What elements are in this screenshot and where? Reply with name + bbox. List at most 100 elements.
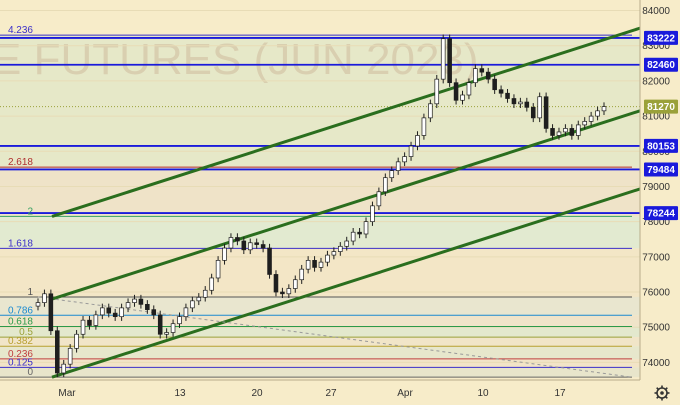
price-tag-label: 81270 [647,102,675,113]
candle [524,97,530,112]
candle-body [575,124,581,136]
y-tick-label[interactable]: 79000 [642,182,670,193]
x-tick-label[interactable]: 10 [477,388,489,399]
candle-body [543,96,549,129]
candle [537,92,542,123]
candle [100,303,105,320]
candle [453,78,459,105]
candle-body [145,304,150,310]
gear-icon[interactable] [654,385,670,401]
y-tick-label[interactable]: 82000 [642,76,670,87]
candle [93,310,99,330]
candle-body [215,260,221,279]
candle [428,99,433,123]
candle-body [222,247,227,261]
x-tick-label[interactable]: 17 [554,388,566,399]
candle-body [569,128,575,136]
y-tick-label[interactable]: 74000 [642,358,670,369]
candle [395,157,401,175]
candle [119,303,124,321]
candle [408,141,414,161]
candle [460,90,465,105]
candle-body [80,319,86,335]
candle [338,242,343,256]
channel-line [51,186,643,379]
candle-body [344,240,350,247]
candle-body [408,145,414,157]
candle-body [35,302,41,307]
candle [575,120,581,140]
x-tick-label[interactable]: 27 [325,388,337,399]
candle-body [338,245,343,252]
fib-label: 0.125 [8,357,33,368]
fib-diagonal [37,296,633,378]
candle [286,284,292,299]
y-tick-label[interactable]: 77000 [642,252,670,263]
candle [350,228,356,246]
candle [543,92,549,133]
candle-body [202,289,208,298]
candle [61,359,67,378]
y-tick-label[interactable]: 76000 [642,288,670,299]
candle-body [518,101,523,105]
candle-body [196,296,202,302]
chart-watermark: E FUTURES (JUN 2023) [0,35,479,84]
candle-body [228,237,234,249]
candle [434,74,440,109]
candle [447,34,452,87]
candle [151,305,157,320]
candle [473,64,478,87]
fib-label: 0.5 [19,327,33,338]
candle-body [157,314,163,335]
candle-body [395,161,401,171]
price-tag-bg [644,57,678,72]
candle [74,330,79,353]
candle-body [402,156,407,163]
candle-body [511,98,517,105]
y-tick-label[interactable]: 78000 [642,217,670,228]
candle-body [299,268,304,281]
candle [550,124,555,140]
x-tick-label[interactable]: 13 [174,388,186,399]
candle [35,298,41,311]
candle-body [318,261,324,268]
x-tick-label[interactable]: 20 [251,388,263,399]
candle-body [588,115,594,122]
candle [312,256,317,272]
candle [305,256,311,274]
candle [344,236,350,251]
candle [228,233,234,253]
level-lines [0,34,640,378]
candle [466,78,472,100]
candle-body [524,101,530,108]
candle-body [473,68,478,84]
candle-body [61,363,67,374]
x-tick-label[interactable]: Mar [58,388,76,399]
candle [511,94,517,109]
candle-body [170,323,176,333]
candle-body [273,274,279,293]
candle [492,74,497,94]
candle [67,344,73,369]
y-tick-label[interactable]: 81000 [642,112,670,123]
candle [235,233,240,246]
x-axis-panel [0,380,680,405]
fib-label: 2 [27,206,33,217]
y-tick-label[interactable]: 75000 [642,323,670,334]
candle [518,97,523,109]
candle-body [421,117,427,136]
candle-body [331,251,337,256]
candle-body [305,260,311,270]
candle-body [177,316,182,325]
candle [42,289,47,307]
candle-body [119,307,124,318]
candle-body [74,333,79,349]
x-axis-ticks[interactable]: Mar 13 20 27 Apr 10 17 [58,388,566,399]
y-tick-label[interactable]: 84000 [642,6,670,17]
candle-body [357,231,362,235]
candle [389,166,395,182]
candle [363,217,369,239]
x-tick-label[interactable]: Apr [397,388,413,399]
y-tick-label[interactable]: 83000 [642,41,670,52]
